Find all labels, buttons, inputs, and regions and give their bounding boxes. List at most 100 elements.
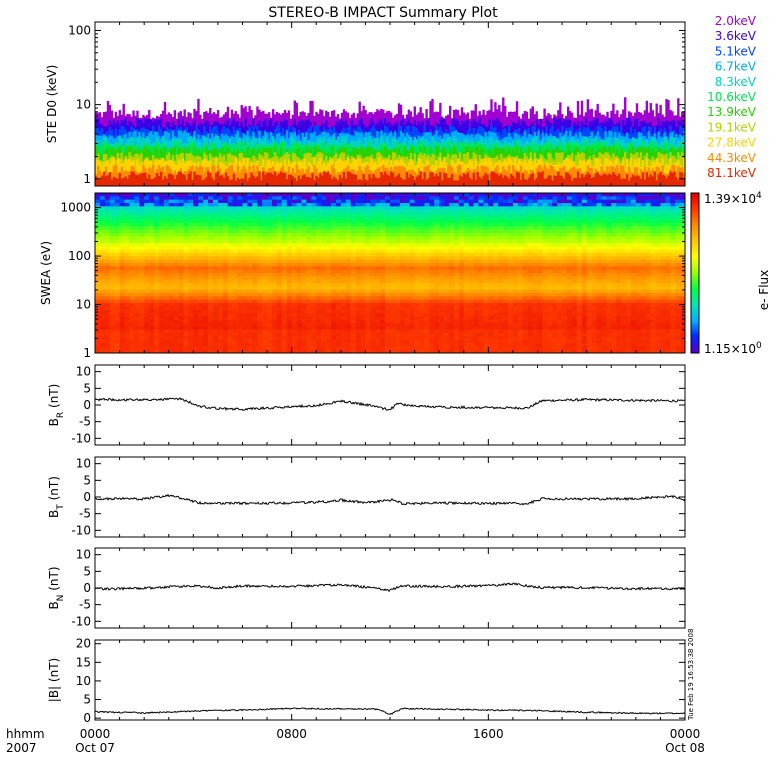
- swea-cell: [203, 296, 209, 300]
- ste-bar: [488, 157, 491, 186]
- swea-cell: [178, 219, 184, 224]
- swea-cell: [124, 243, 130, 247]
- swea-cell: [198, 303, 204, 307]
- swea-cell: [163, 233, 170, 237]
- swea-cell: [178, 323, 184, 327]
- swea-cell: [257, 209, 263, 214]
- swea-cell: [124, 346, 130, 350]
- ste-bar: [450, 173, 454, 186]
- swea-cell: [213, 283, 219, 287]
- swea-cell: [124, 289, 130, 294]
- swea-cell: [134, 213, 140, 217]
- ste-bar: [421, 179, 424, 186]
- swea-cell: [144, 203, 150, 207]
- ste-bar: [246, 172, 249, 186]
- swea-cell: [163, 349, 170, 353]
- swea-cell: [109, 229, 115, 234]
- swea-cell: [213, 203, 219, 207]
- swea-cell: [198, 213, 204, 217]
- swea-cell: [119, 199, 125, 204]
- ste-bar: [332, 176, 336, 186]
- swea-cell: [114, 339, 120, 344]
- swea-cell: [188, 316, 194, 320]
- swea-cell: [227, 349, 233, 353]
- swea-cell: [188, 303, 194, 307]
- swea-cell: [173, 249, 179, 254]
- swea-cell: [173, 223, 179, 227]
- ste-bar: [541, 171, 544, 186]
- swea-cell: [232, 323, 238, 327]
- swea-cell: [237, 313, 243, 317]
- swea-cell: [188, 323, 194, 327]
- swea-cell: [232, 223, 238, 227]
- ste-bar: [574, 178, 578, 186]
- ste-bar: [447, 165, 450, 186]
- swea-cell: [99, 266, 106, 270]
- swea-cell: [203, 239, 209, 244]
- swea-cell: [154, 263, 160, 267]
- swea-cell: [232, 196, 238, 200]
- swea-cell: [213, 323, 219, 327]
- swea-cell: [198, 349, 204, 353]
- swea-cell: [109, 339, 115, 344]
- swea-cell: [129, 299, 135, 304]
- swea-cell: [213, 239, 219, 244]
- swea-cell: [242, 209, 248, 214]
- swea-cell: [144, 253, 150, 257]
- swea-cell: [104, 229, 111, 234]
- swea-cell: [198, 316, 204, 320]
- swea-cell: [119, 299, 125, 304]
- swea-cell: [163, 289, 170, 294]
- swea-cell: [134, 233, 140, 237]
- ste-bar: [683, 179, 685, 186]
- swea-cell: [237, 306, 243, 310]
- swea-cell: [109, 256, 115, 260]
- ste-bar: [106, 175, 110, 186]
- swea-cell: [129, 196, 135, 200]
- swea-cell: [183, 279, 189, 284]
- ste-bar: [171, 174, 175, 186]
- swea-cell: [178, 193, 184, 197]
- ste-bar: [128, 175, 131, 186]
- swea-cell: [168, 249, 174, 254]
- swea-cell: [227, 306, 233, 310]
- swea-cell: [208, 206, 214, 210]
- swea-cell: [163, 339, 170, 344]
- swea-cell: [158, 213, 165, 217]
- swea-cell: [193, 263, 199, 267]
- swea-cell: [99, 259, 106, 264]
- swea-cell: [104, 219, 111, 224]
- swea-cell: [134, 319, 140, 324]
- swea-cell: [217, 303, 224, 307]
- swea-cell: [198, 209, 204, 214]
- swea-cell: [203, 299, 209, 304]
- swea-cell: [129, 259, 135, 264]
- swea-cell: [99, 333, 106, 337]
- swea-cell: [198, 319, 204, 324]
- swea-cell: [114, 316, 120, 320]
- swea-cell: [158, 249, 165, 254]
- swea-cell: [124, 333, 130, 337]
- swea-cell: [173, 196, 179, 200]
- swea-cell: [178, 233, 184, 237]
- swea-cell: [129, 229, 135, 234]
- swea-cell: [163, 243, 170, 247]
- ste-bar: [380, 171, 383, 186]
- swea-cell: [168, 233, 174, 237]
- swea-cell: [178, 279, 184, 284]
- swea-cell: [232, 193, 238, 197]
- ste-bar: [313, 180, 316, 186]
- swea-cell: [173, 343, 179, 347]
- swea-cell: [237, 259, 243, 264]
- ste-bar: [203, 179, 206, 186]
- ste-bar: [238, 179, 241, 186]
- swea-cell: [114, 249, 120, 254]
- swea-cell: [149, 206, 155, 210]
- swea-cell: [227, 229, 233, 234]
- swea-cell: [144, 229, 150, 234]
- swea-cell: [124, 279, 130, 284]
- swea-cell: [203, 256, 209, 260]
- swea-cell: [188, 216, 194, 220]
- swea-cell: [168, 349, 174, 353]
- swea-cell: [173, 286, 179, 290]
